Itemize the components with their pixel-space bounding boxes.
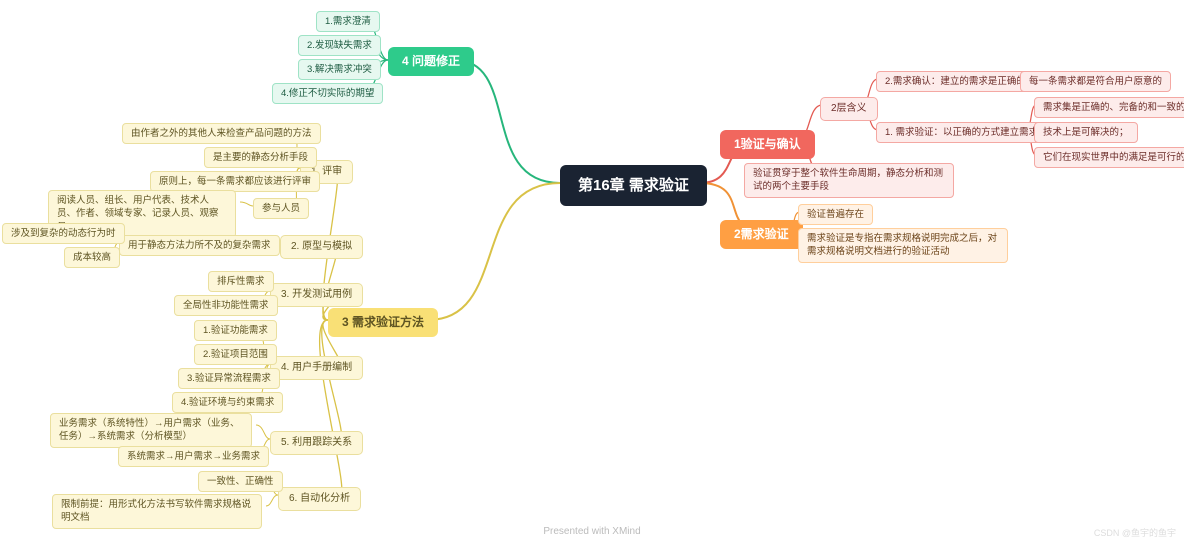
b3-d1-0[interactable]: 一致性、正确性 <box>198 471 283 492</box>
center-node[interactable]: 第16章 需求验证 <box>560 165 707 206</box>
b3-d2-1[interactable]: 成本较高 <box>64 247 120 268</box>
b2-leaf-0[interactable]: 验证普遍存在 <box>798 204 873 225</box>
b3-d1-3[interactable]: 4.验证环境与约束需求 <box>172 392 283 413</box>
b3-d1-0[interactable]: 1.验证功能需求 <box>194 320 277 341</box>
footer-text: Presented with XMind <box>0 526 1184 537</box>
b1-n2b[interactable]: 1. 需求验证：以正确的方式建立需求 <box>876 122 1047 143</box>
b3-d1-1[interactable]: 限制前提：用形式化方法书写软件需求规格说明文档 <box>52 494 262 529</box>
b3-d0-5[interactable]: 6. 自动化分析 <box>278 487 361 511</box>
b1-n2a-leaf[interactable]: 每一条需求都是符合用户原意的 <box>1020 71 1171 92</box>
b3-d1-1[interactable]: 系统需求→用户需求→业务需求 <box>118 446 269 467</box>
b3-d1-2[interactable]: 3.验证异常流程需求 <box>178 368 280 389</box>
b4-leaf-2[interactable]: 3.解决需求冲突 <box>298 59 381 80</box>
b3-d1-1[interactable]: 是主要的静态分析手段 <box>204 147 317 168</box>
b3-d1-0[interactable]: 排斥性需求 <box>208 271 274 292</box>
b3-d0-2[interactable]: 3. 开发测试用例 <box>270 283 363 307</box>
b4-leaf-1[interactable]: 2.发现缺失需求 <box>298 35 381 56</box>
b3-d2-0[interactable]: 涉及到复杂的动态行为时 <box>2 223 125 244</box>
branch-3[interactable]: 3 需求验证方法 <box>328 308 438 337</box>
b3-d0-3[interactable]: 4. 用户手册编制 <box>270 356 363 380</box>
b1-n2b-leaf-1[interactable]: 技术上是可解决的； <box>1034 122 1138 143</box>
b4-leaf-0[interactable]: 1.需求澄清 <box>316 11 380 32</box>
b4-leaf-3[interactable]: 4.修正不切实际的期望 <box>272 83 383 104</box>
b1-n2[interactable]: 2层含义 <box>820 97 878 121</box>
b3-d1-0[interactable]: 用于静态方法力所不及的复杂需求 <box>119 235 280 256</box>
b3-d1-0[interactable]: 业务需求（系统特性）→用户需求（业务、任务）→系统需求（分析模型） <box>50 413 252 448</box>
branch-1[interactable]: 1验证与确认 <box>720 130 815 159</box>
b1-n2b-leaf-2[interactable]: 它们在现实世界中的满足是可行的和可验证的。 <box>1034 147 1184 168</box>
b1-n3[interactable]: 验证贯穿于整个软件生命周期，静态分析和测试的两个主要手段 <box>744 163 954 198</box>
branch-2[interactable]: 2需求验证 <box>720 220 803 249</box>
watermark-text: CSDN @鱼宇的鱼宇 <box>1094 526 1176 539</box>
b3-d1-1[interactable]: 2.验证项目范围 <box>194 344 277 365</box>
b1-n2a[interactable]: 2.需求确认：建立的需求是正确的 <box>876 71 1035 92</box>
b3-d1-3[interactable]: 参与人员 <box>253 198 309 219</box>
b3-d0-1[interactable]: 2. 原型与模拟 <box>280 235 363 259</box>
b3-d1-1[interactable]: 全局性非功能性需求 <box>174 295 278 316</box>
b3-d0-4[interactable]: 5. 利用跟踪关系 <box>270 431 363 455</box>
b3-d1-0[interactable]: 由作者之外的其他人来检查产品问题的方法 <box>122 123 321 144</box>
b2-leaf-1[interactable]: 需求验证是专指在需求规格说明完成之后，对需求规格说明文档进行的验证活动 <box>798 228 1008 263</box>
branch-4[interactable]: 4 问题修正 <box>388 47 474 76</box>
b1-n2b-leaf-0[interactable]: 需求集是正确的、完备的和一致的； <box>1034 97 1184 118</box>
mindmap-canvas: 第16章 需求验证 1验证与确认2层含义 2.需求确认：建立的需求是正确的每一条需求… <box>0 0 1184 543</box>
